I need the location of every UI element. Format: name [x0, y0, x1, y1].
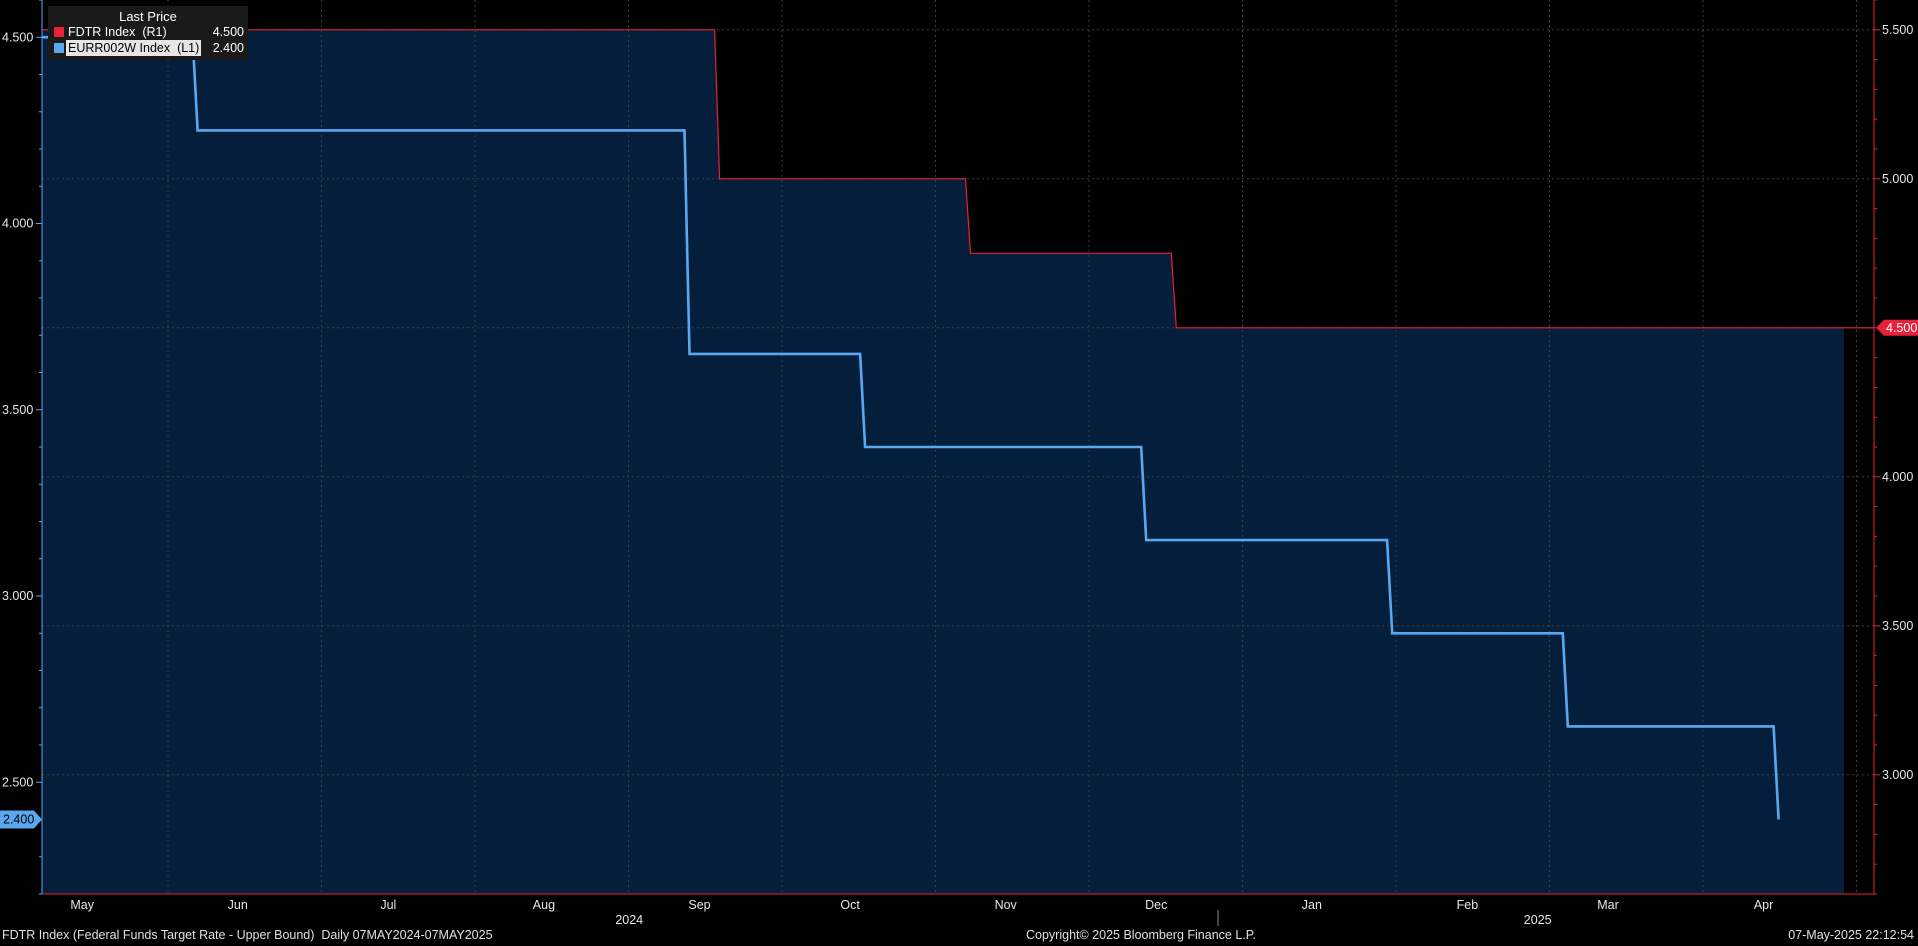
right-tick-label-5.500: 5.500 [1882, 23, 1913, 37]
legend-entry-eurr002w[interactable]: EURR002W Index (L1) 2.400 [48, 40, 248, 56]
right-tick-label-3.000: 3.000 [1882, 768, 1913, 782]
x-tick-label-mar: Mar [1597, 898, 1619, 912]
eurr002w-last-value-label: 2.400 [3, 813, 34, 827]
x-tick-label-feb: Feb [1457, 898, 1479, 912]
fdtr-series-line [42, 29, 1874, 329]
left-tick-label-2.500: 2.500 [2, 775, 33, 789]
eurr002w-last-value-tag [0, 810, 42, 829]
left-tick-label-4.500: 4.500 [2, 30, 33, 44]
x-tick-label-aug: Aug [533, 898, 555, 912]
legend-swatch-eurr002w [54, 43, 64, 53]
right-tick-label-4.000: 4.000 [1882, 470, 1913, 484]
legend: Last Price FDTR Index (R1) 4.500 EURR002… [48, 6, 248, 60]
fdtr-area-fill [42, 29, 1844, 895]
fdtr-last-value-tag [1876, 319, 1918, 336]
x-tick-label-may: May [70, 898, 94, 912]
x-tick-label-sep: Sep [688, 898, 710, 912]
x-tick-label-oct: Oct [840, 898, 860, 912]
left-tick-label-3.000: 3.000 [2, 589, 33, 603]
x-year-label-2025: 2025 [1524, 913, 1552, 927]
x-tick-label-jul: Jul [380, 898, 396, 912]
legend-title: Last Price [119, 9, 177, 24]
footer-copyright: Copyright© 2025 Bloomberg Finance L.P. [1026, 928, 1256, 942]
legend-entry-fdtr[interactable]: FDTR Index (R1) 4.500 [48, 24, 248, 40]
x-tick-label-apr: Apr [1754, 898, 1773, 912]
fdtr-last-value-label: 4.500 [1886, 321, 1917, 335]
right-tick-label-3.500: 3.500 [1882, 619, 1913, 633]
x-tick-label-dec: Dec [1145, 898, 1167, 912]
legend-name-eurr002w: EURR002W Index (L1) [66, 40, 202, 56]
footer-timestamp: 07-May-2025 22:12:54 [1788, 928, 1914, 942]
footer-description: FDTR Index (Federal Funds Target Rate - … [2, 928, 493, 942]
eurr002w-series-line [42, 35, 1780, 820]
x-tick-label-nov: Nov [995, 898, 1018, 912]
x-year-label-2024: 2024 [615, 913, 643, 927]
x-tick-label-jun: Jun [228, 898, 248, 912]
x-tick-label-jan: Jan [1302, 898, 1322, 912]
legend-value-eurr002w: 2.400 [212, 41, 244, 55]
left-tick-label-3.500: 3.500 [2, 403, 33, 417]
legend-name-fdtr: FDTR Index (R1) [68, 25, 167, 39]
left-tick-label-4.000: 4.000 [2, 217, 33, 231]
right-tick-label-5.000: 5.000 [1882, 172, 1913, 186]
legend-value-fdtr: 4.500 [212, 25, 244, 39]
legend-swatch-fdtr [54, 27, 64, 37]
